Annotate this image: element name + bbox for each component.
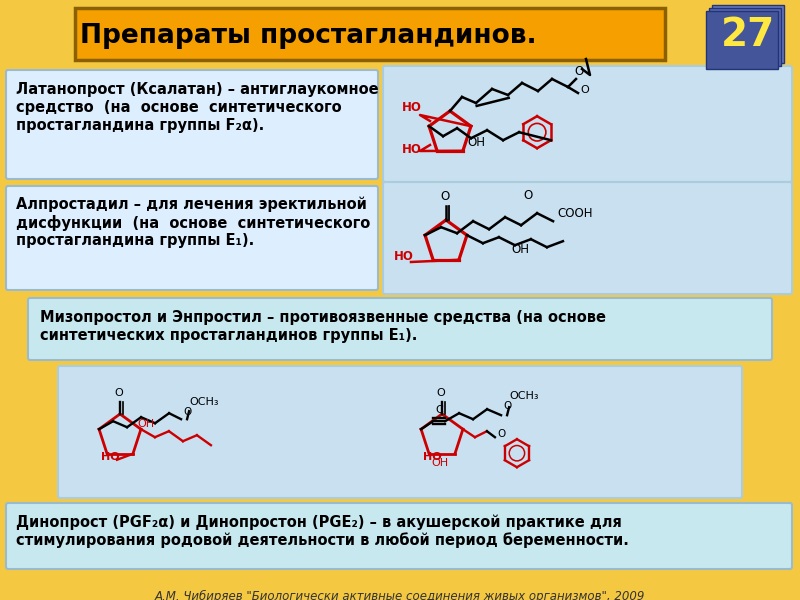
Text: O: O	[503, 401, 511, 411]
Text: COOH: COOH	[557, 207, 593, 220]
FancyBboxPatch shape	[6, 70, 378, 179]
Text: O: O	[436, 388, 445, 398]
Text: 27: 27	[721, 16, 775, 54]
Text: Динопрост (PGF₂α) и Динопростон (PGE₂) – в акушерской практике для: Динопрост (PGF₂α) и Динопростон (PGE₂) –…	[16, 514, 622, 529]
FancyBboxPatch shape	[383, 182, 792, 294]
FancyBboxPatch shape	[6, 186, 378, 290]
FancyBboxPatch shape	[75, 8, 665, 60]
Text: Препараты простагландинов.: Препараты простагландинов.	[80, 23, 537, 49]
Text: HO: HO	[423, 452, 442, 462]
Text: дисфункции  (на  основе  синтетического: дисфункции (на основе синтетического	[16, 215, 370, 231]
Text: OH: OH	[467, 136, 485, 149]
Text: Мизопростол и Энпростил – противоязвенные средства (на основе: Мизопростол и Энпростил – противоязвенны…	[40, 310, 606, 325]
Text: Алпростадил – для лечения эректильной: Алпростадил – для лечения эректильной	[16, 197, 367, 212]
FancyBboxPatch shape	[6, 503, 792, 569]
Text: OCH₃: OCH₃	[189, 397, 218, 407]
FancyBboxPatch shape	[706, 11, 778, 69]
FancyBboxPatch shape	[58, 366, 742, 498]
Text: синтетических простагландинов группы E₁).: синтетических простагландинов группы E₁)…	[40, 328, 418, 343]
Text: O: O	[497, 429, 505, 439]
Text: простагландина группы E₁).: простагландина группы E₁).	[16, 233, 254, 248]
Text: HO: HO	[394, 250, 414, 263]
Text: O: O	[114, 388, 122, 398]
FancyBboxPatch shape	[28, 298, 772, 360]
Text: O: O	[580, 85, 589, 95]
Text: А.М. Чибиряев "Биологически активные соединения живых организмов", 2009: А.М. Чибиряев "Биологически активные сое…	[155, 590, 645, 600]
Text: OH: OH	[137, 419, 154, 429]
Text: O: O	[440, 190, 450, 203]
Text: C: C	[435, 405, 443, 415]
Text: OH: OH	[431, 458, 448, 468]
FancyBboxPatch shape	[709, 8, 781, 66]
Text: O: O	[183, 407, 191, 417]
Text: HO: HO	[402, 143, 422, 156]
FancyBboxPatch shape	[712, 5, 784, 63]
Text: Латанопрост (Ксалатан) – антиглаукомное: Латанопрост (Ксалатан) – антиглаукомное	[16, 82, 378, 97]
Text: OCH₃: OCH₃	[509, 391, 538, 401]
Text: OH: OH	[511, 243, 529, 256]
Text: HO: HO	[402, 101, 422, 114]
Text: простагландина группы F₂α).: простагландина группы F₂α).	[16, 118, 264, 133]
Text: O: O	[574, 65, 583, 78]
Text: HO: HO	[101, 452, 119, 462]
Text: средство  (на  основе  синтетического: средство (на основе синтетического	[16, 100, 342, 115]
Text: O: O	[523, 189, 532, 202]
FancyBboxPatch shape	[383, 66, 792, 182]
Text: стимулирования родовой деятельности в любой период беременности.: стимулирования родовой деятельности в лю…	[16, 532, 629, 548]
